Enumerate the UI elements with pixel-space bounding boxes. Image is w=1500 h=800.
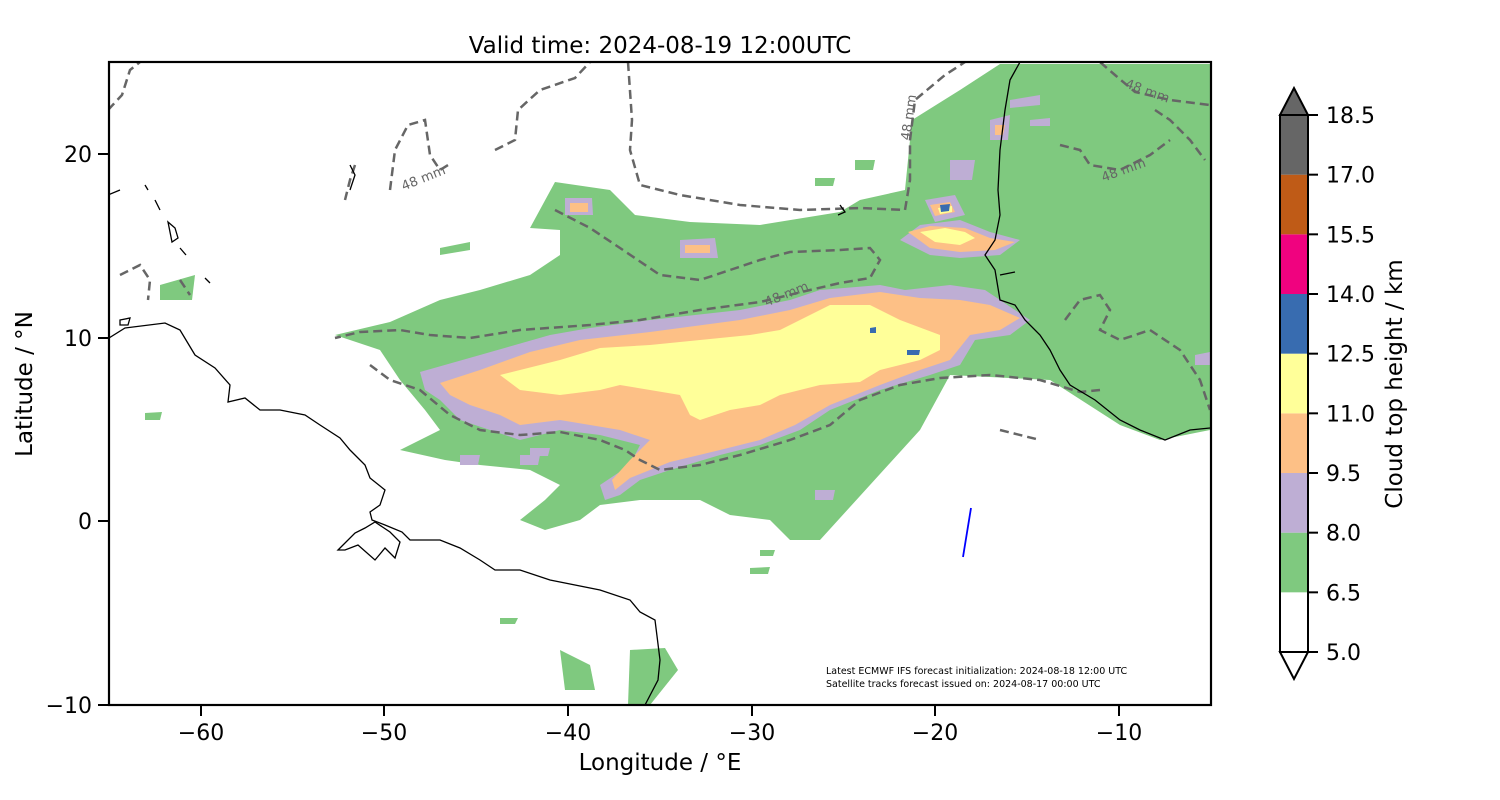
y-tick-label: −10 [46, 694, 92, 719]
colorbar-segment [1280, 592, 1308, 652]
colorbar-segment [1280, 174, 1308, 235]
colorbar-segment [1280, 115, 1308, 175]
colorbar-over-extension [1278, 85, 1310, 116]
colorbar-tick-label: 11.0 [1326, 402, 1375, 427]
colorbar-tick-label: 6.5 [1326, 581, 1361, 606]
colorbar: 5.0 6.5 8.0 9.5 11.0 12.5 14.0 15.5 17.0 18.5 [1278, 85, 1375, 682]
coastlines [109, 62, 1211, 705]
map-area: 48 mm 48 mm 48 mm 48 mm 48 mm Latest ECM… [109, 62, 1211, 705]
colorbar-segment [1280, 473, 1308, 533]
colorbar-segment [1280, 353, 1308, 414]
y-axis-label: Latitude / °N [12, 311, 38, 457]
colorbar-tick-label: 5.0 [1326, 641, 1361, 666]
precip-contours [109, 62, 1211, 472]
satellite-track [962, 507, 972, 558]
contour-label: 48 mm [899, 94, 920, 142]
colorbar-segment [1280, 532, 1308, 593]
colorbar-under-extension [1278, 651, 1310, 682]
colorbar-tick-label: 14.0 [1326, 283, 1375, 308]
forecast-init-note: Latest ECMWF IFS forecast initialization… [826, 666, 1127, 677]
colorbar-segment [1280, 413, 1308, 473]
x-axis [200, 705, 1120, 716]
x-tick-label: −60 [178, 721, 224, 746]
x-tick-label: −30 [729, 721, 775, 746]
colorbar-label: Cloud top height / km [1382, 259, 1408, 508]
colorbar-frame [1279, 114, 1309, 653]
x-tick-label: −40 [545, 721, 591, 746]
colorbar-tick-label: 18.5 [1326, 104, 1375, 129]
satellite-track-note: Satellite tracks forecast issued on: 202… [826, 679, 1101, 690]
colorbar-tick-label: 17.0 [1326, 164, 1375, 189]
map-title: Valid time: 2024-08-19 12:00UTC [469, 33, 852, 59]
colorbar-tick-label: 15.5 [1326, 223, 1375, 248]
colorbar-tick-label: 9.5 [1326, 462, 1361, 487]
colorbar-segment [1280, 234, 1308, 294]
y-tick-label: 0 [78, 510, 92, 535]
y-tick-label: 10 [64, 327, 92, 352]
x-tick-label: −20 [912, 721, 958, 746]
x-tick-label: −10 [1096, 721, 1142, 746]
map-frame [107, 60, 1213, 707]
y-axis [98, 153, 109, 706]
colorbar-tick-label: 8.0 [1326, 522, 1361, 547]
cloud-field-blue [870, 204, 950, 355]
x-tick-label: −50 [361, 721, 407, 746]
colorbar-segment [1280, 294, 1308, 354]
colorbar-tick-label: 12.5 [1326, 343, 1375, 368]
x-axis-label: Longitude / °E [579, 750, 742, 776]
y-tick-label: 20 [64, 143, 92, 168]
